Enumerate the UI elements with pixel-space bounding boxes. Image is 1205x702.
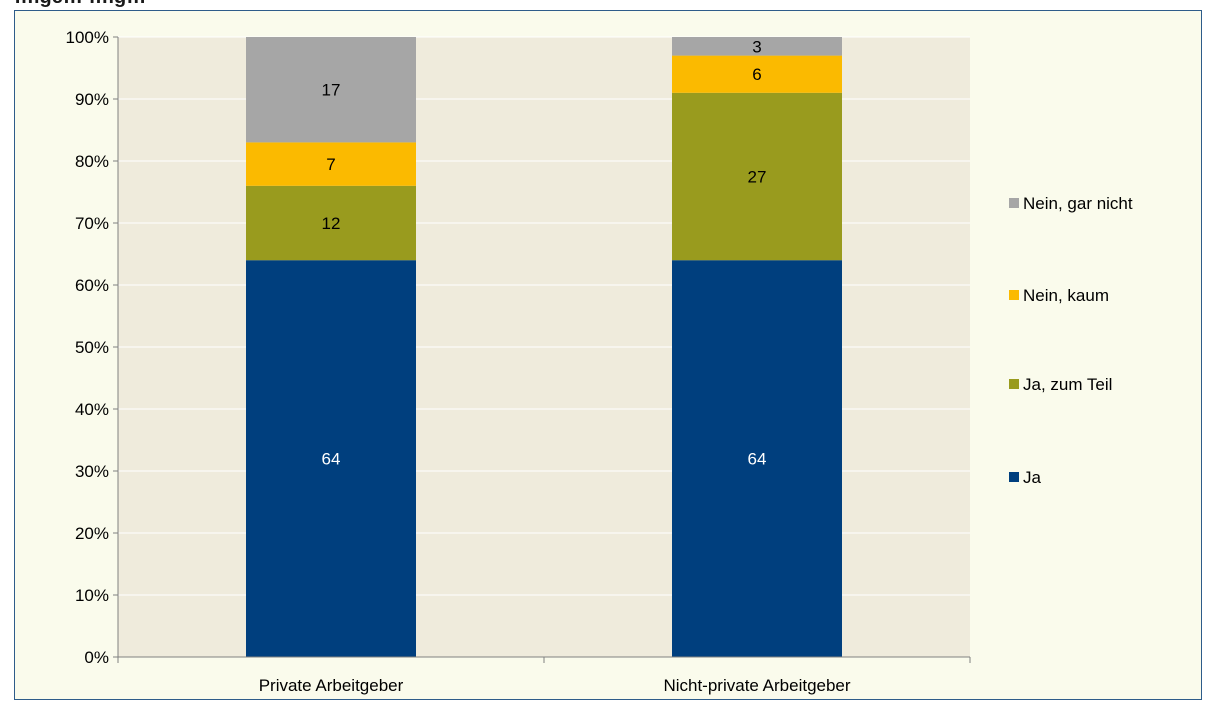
data-label: 17 — [322, 81, 341, 100]
data-label: 3 — [752, 37, 761, 56]
data-labels: 64 12 7 17 64 27 6 3 — [322, 37, 767, 468]
y-tick-label: 90% — [75, 90, 109, 109]
y-tick-label: 60% — [75, 276, 109, 295]
y-axis-ticks: 0% 10% 20% 30% 40% 50% 60% 70% 80% 90% 100% — [66, 28, 118, 667]
legend-label: Ja, zum Teil — [1023, 375, 1112, 394]
y-tick-label: 100% — [66, 28, 109, 47]
bar-segment — [246, 185, 416, 261]
bars — [246, 37, 842, 657]
bar-segment — [246, 142, 416, 186]
x-axis-ticks: Private Arbeitgeber Nicht-private Arbeitg… — [117, 657, 971, 695]
data-label: 64 — [322, 450, 341, 469]
legend-label: Nein, gar nicht — [1023, 194, 1133, 213]
y-tick-label: 10% — [75, 586, 109, 605]
legend: Nein, gar nicht Nein, kaum Ja, zum Teil Ja — [1009, 194, 1133, 487]
y-tick-label: 50% — [75, 338, 109, 357]
data-label: 6 — [752, 65, 761, 84]
y-tick-label: 20% — [75, 524, 109, 543]
bar-segment — [672, 260, 842, 657]
bar-segment — [672, 92, 842, 261]
data-label: 64 — [748, 450, 767, 469]
category-label: Private Arbeitgeber — [259, 676, 404, 695]
y-tick-label: 30% — [75, 462, 109, 481]
data-label: 12 — [322, 214, 341, 233]
legend-swatch — [1009, 290, 1019, 300]
legend-swatch — [1009, 472, 1019, 482]
bar-segment — [672, 55, 842, 93]
data-label: 7 — [326, 155, 335, 174]
legend-swatch — [1009, 198, 1019, 208]
chart-title-text: …ige… …ig… — [14, 0, 146, 9]
data-label: 27 — [748, 168, 767, 187]
y-tick-label: 70% — [75, 214, 109, 233]
y-tick-label: 0% — [84, 648, 109, 667]
legend-label: Ja — [1023, 468, 1042, 487]
y-tick-label: 80% — [75, 152, 109, 171]
bar-segment — [246, 37, 416, 143]
category-label: Nicht-private Arbeitgeber — [663, 676, 850, 695]
chart-title-cropped: …ige… …ig… — [0, 0, 1205, 10]
legend-label: Nein, kaum — [1023, 286, 1109, 305]
bar-segment — [246, 260, 416, 657]
legend-swatch — [1009, 379, 1019, 389]
bar-segment — [672, 37, 842, 56]
y-tick-label: 40% — [75, 400, 109, 419]
